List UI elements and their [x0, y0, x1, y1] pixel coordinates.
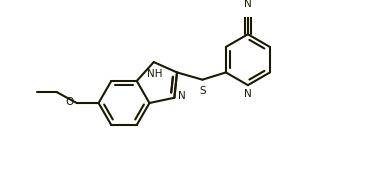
Text: O: O: [66, 97, 74, 107]
Text: N: N: [244, 0, 252, 9]
Text: N: N: [178, 91, 186, 101]
Text: S: S: [199, 86, 206, 96]
Text: N: N: [244, 89, 252, 99]
Text: NH: NH: [147, 69, 162, 79]
